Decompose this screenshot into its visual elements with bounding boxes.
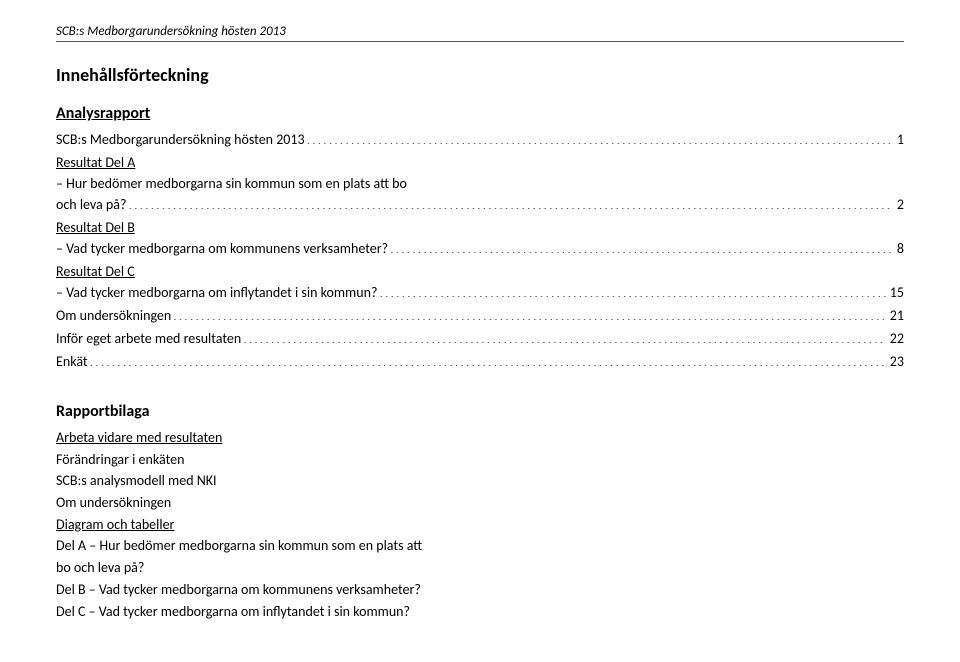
toc-subtext: – Hur bedömer medborgarna sin kommun som… [56,173,904,194]
dot-leader [307,130,893,144]
toc-entry: Resultat Del A – Hur bedömer medborgarna… [56,152,904,215]
toc-pagenum: 8 [895,238,904,259]
bilaga-item: Arbeta vidare med resultaten [56,427,904,449]
section-heading-bilaga: Rapportbilaga [56,402,904,421]
toc-entry: Resultat Del B – Vad tycker medborgarna … [56,217,904,259]
toc-subtext2: och leva på? [56,194,126,215]
bilaga-item: Om undersökningen [56,492,904,514]
toc-subtext: – Vad tycker medborgarna om kommunens ve… [56,238,388,259]
toc-entry: Resultat Del C – Vad tycker medborgarna … [56,261,904,303]
toc-pagenum: 2 [895,194,904,215]
toc-pagenum: 22 [888,328,904,349]
toc-subtext: – Vad tycker medborgarna om inflytandet … [56,282,377,303]
page-title: Innehållsförteckning [56,64,904,86]
toc-pagenum: 1 [895,129,904,150]
toc-pagenum: 15 [888,282,904,303]
toc-entry: SCB:s Medborgarundersökning hösten 2013 … [56,129,904,150]
section-heading-analys: Analysrapport [56,104,904,123]
toc-label: Resultat Del B [56,217,904,238]
toc-analys: SCB:s Medborgarundersökning hösten 2013 … [56,129,904,372]
toc-pagenum: 21 [888,305,904,326]
toc-text: Om undersökningen [56,305,171,326]
dot-leader [243,329,886,343]
bilaga-item: Del C – Vad tycker medborgarna om inflyt… [56,601,904,623]
toc-entry: Om undersökningen 21 [56,305,904,326]
dot-leader [390,239,893,253]
document-page: SCB:s Medborgarundersökning hösten 2013 … [0,0,960,662]
bilaga-item: Del A – Hur bedömer medborgarna sin komm… [56,535,904,557]
toc-entry: Inför eget arbete med resultaten 22 [56,328,904,349]
toc-label: Resultat Del A [56,152,904,173]
bilaga-item: Del B – Vad tycker medborgarna om kommun… [56,579,904,601]
toc-text: Inför eget arbete med resultaten [56,328,241,349]
dot-leader [128,195,892,209]
toc-text: Enkät [56,351,88,372]
toc-entry: Enkät 23 [56,351,904,372]
dot-leader [90,352,886,366]
bilaga-item: Förändringar i enkäten [56,449,904,471]
toc-label: Resultat Del C [56,261,904,282]
bilaga-item: Diagram och tabeller [56,514,904,536]
bilaga-item: SCB:s analysmodell med NKI [56,470,904,492]
toc-text: SCB:s Medborgarundersökning hösten 2013 [56,129,305,150]
toc-pagenum: 23 [888,351,904,372]
dot-leader [173,306,886,320]
dot-leader [379,283,885,297]
bilaga-item: bo och leva på? [56,557,904,579]
page-header: SCB:s Medborgarundersökning hösten 2013 [56,24,904,42]
